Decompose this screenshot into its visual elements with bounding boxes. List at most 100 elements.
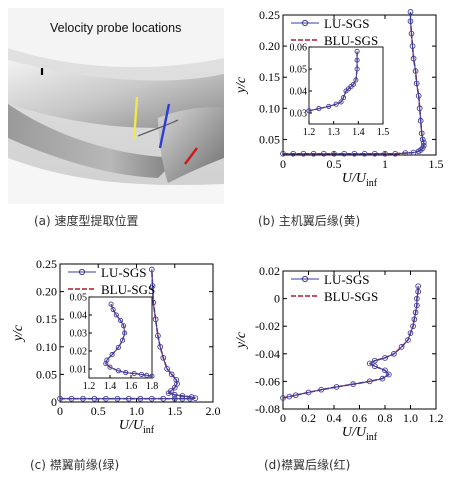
inset-series-lu-c: [105, 304, 153, 377]
lu-c-marker-13: [192, 395, 199, 401]
inset-marker-c-14: [117, 317, 124, 323]
lu-c-marker-6: [126, 395, 132, 402]
x-tick-label-b-1: 0.5: [327, 157, 342, 171]
lu-b-marker-12: [402, 150, 409, 156]
inset-marker-c-15: [113, 312, 119, 318]
inset-marker-c-10: [115, 344, 121, 350]
lu-b-marker-23: [415, 93, 422, 99]
inset-marker-c-9: [109, 352, 115, 358]
inset-marker-b-12: [354, 57, 360, 63]
inset-marker-c-0: [149, 373, 155, 379]
lu-b-marker-3: [310, 150, 317, 157]
legend-lu-label-b: LU-SGS: [324, 16, 370, 31]
lu-c-marker-27: [152, 316, 159, 323]
lu-d-marker-0: [280, 395, 286, 401]
inset-marker-c-6: [107, 364, 113, 370]
inset-marker-c-4: [123, 370, 129, 376]
x-tick-label-b-2: 1: [382, 157, 388, 171]
x-tick-label-c-4: 2.0: [206, 404, 221, 418]
lu-d-marker-11: [371, 363, 378, 370]
chart-c: 0 0.5 1.0 1.5 2.0 0 0.05 0.10 0.15 0.20 0.25 U/Uinf…: [11, 257, 221, 436]
x-axis-label-d: U/Uinf: [342, 425, 378, 443]
lu-c-marker-18: [168, 388, 174, 394]
lu-b-marker-9: [371, 150, 378, 157]
inset-y-tick-label-b-2: 0.05: [290, 65, 308, 76]
lu-b-marker-8: [361, 150, 368, 157]
legend-lu-label-d: LU-SGS: [324, 272, 370, 287]
inset-y-tick-label-b-0: 0.03: [290, 109, 308, 120]
x-tick-label-c-0: 0: [57, 404, 63, 418]
lu-d-marker-23: [414, 295, 420, 302]
inset-x-tick-label-c-3: 1.8: [146, 381, 159, 392]
inset-frame-b: [308, 46, 384, 125]
lu-c-marker-15: [179, 393, 186, 399]
lu-d-marker-25: [415, 283, 422, 290]
lu-c-marker-2: [80, 395, 86, 402]
lu-b-marker-26: [410, 55, 417, 62]
lu-d-marker-19: [410, 323, 416, 330]
lu-d-marker-20: [411, 316, 418, 323]
lu-d-marker-22: [414, 302, 420, 309]
lu-b-marker-30: [407, 9, 414, 15]
lu-d-marker-13: [371, 357, 378, 364]
lu-c-marker-1: [68, 395, 75, 402]
lu-d-marker-9: [385, 371, 392, 378]
x-tick-label-d-5: 1.0: [403, 411, 418, 425]
y-tick-label-c-2: 0.10: [36, 340, 57, 354]
legend-lu-marker-d: [301, 275, 309, 283]
probe-line-yellow: [132, 96, 139, 141]
inset-y-tick-label-c-0: 0.01: [70, 365, 88, 376]
x-tick-label-c-3: 1.5: [167, 404, 182, 418]
inset-x-tick-label-b-0: 1.2: [303, 127, 316, 138]
lu-c-marker-30: [148, 266, 155, 273]
y-tick-label-c-1: 0.05: [36, 367, 57, 381]
x-tick-label-d-2: 0.4: [327, 411, 342, 425]
lu-b-marker-19: [419, 136, 426, 143]
x-axis-label-c: U/Uinf: [119, 418, 155, 436]
lu-c-marker-29: [149, 283, 156, 289]
x-tick-label-b-3: 1.5: [429, 157, 444, 171]
lu-b-marker-2: [300, 150, 307, 157]
lu-c-marker-11: [179, 395, 186, 402]
inset-y-tick-label-c-2: 0.03: [70, 329, 88, 340]
lu-b-marker-22: [416, 105, 423, 112]
lu-b-marker-27: [409, 43, 416, 49]
inset-marker-c-3: [131, 370, 137, 377]
inset-c: 1.2 1.4 1.6 1.8 0.01 0.02 0.03 0.04 0.05: [70, 293, 159, 393]
inset-marker-b-3: [333, 101, 339, 107]
caption-b: (b) 主机翼后缘(黄): [258, 214, 361, 228]
y-axis-label-b: y/c: [234, 76, 249, 95]
legend-blu-label-b: BLU-SGS: [324, 33, 378, 48]
y-tick-label-b-4: 0.25: [259, 8, 280, 22]
lu-c-marker-12: [187, 395, 193, 402]
lu-d-marker-6: [350, 381, 356, 388]
x-tick-label-d-1: 0.2: [301, 411, 316, 425]
inset-b: 1.2 1.3 1.4 1.5 0.03 0.04 0.05 0.06: [290, 43, 390, 139]
inset-marker-c-8: [104, 357, 110, 363]
lu-b-marker-13: [410, 149, 417, 156]
probe-locations-label: Velocity probe locations: [50, 21, 182, 35]
lu-b-marker-5: [331, 150, 337, 157]
lu-d-marker-21: [412, 309, 419, 316]
lu-d-marker-14: [382, 355, 388, 361]
inset-y-tick-label-b-1: 0.04: [290, 87, 308, 98]
lu-d-marker-3: [305, 389, 312, 396]
lu-d-marker-15: [391, 350, 397, 357]
lu-b-marker-4: [320, 150, 327, 157]
inset-marker-b-10: [353, 77, 359, 83]
lu-d-marker-17: [405, 337, 411, 343]
inset-x-tick-label-b-2: 1.4: [352, 127, 365, 138]
inset-y-tick-label-c-3: 0.04: [70, 311, 88, 322]
x-tick-label-c-2: 1.0: [129, 404, 144, 418]
lu-c-marker-20: [174, 380, 180, 387]
caption-a: (a) 速度型提取位置: [34, 214, 139, 228]
lu-d-marker-1: [286, 393, 293, 400]
legend-lu-label-c: LU-SGS: [101, 265, 147, 280]
x-tick-label-c-1: 0.5: [91, 404, 106, 418]
inset-marker-c-16: [110, 307, 116, 313]
lu-c-marker-9: [160, 395, 167, 402]
inset-x-tick-label-b-3: 1.5: [377, 127, 390, 138]
lu-d-marker-2: [292, 392, 299, 399]
caption-c: (c) 襟翼前缘(绿): [30, 458, 120, 472]
